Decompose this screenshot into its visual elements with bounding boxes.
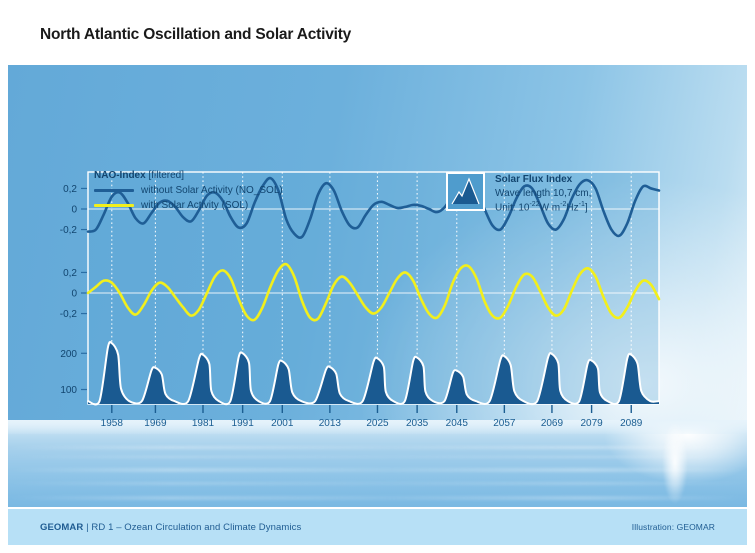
footer-bar: GEOMAR | RD 1 – Ozean Circulation and Cl… xyxy=(8,507,747,545)
svg-text:2035: 2035 xyxy=(406,418,429,429)
footer-credit-left: GEOMAR | RD 1 – Ozean Circulation and Cl… xyxy=(40,522,302,533)
legend-solar-unit: Unit: 10-22W m-2Hz-1] xyxy=(495,201,588,214)
mountain-peak-icon xyxy=(446,172,485,211)
svg-text:2057: 2057 xyxy=(493,418,516,429)
svg-text:0,2: 0,2 xyxy=(63,184,77,195)
legend-solar-wavelength: Wave length 10,7 cm, xyxy=(495,187,592,199)
nao-solar-chart: 0,2 0 -0,2 0,2 0 -0,2 200 100 1958 1969 1981 1991 20… xyxy=(60,171,661,429)
svg-text:2045: 2045 xyxy=(446,418,469,429)
svg-text:1969: 1969 xyxy=(144,418,167,429)
chart-area: 0,2 0 -0,2 0,2 0 -0,2 200 100 1958 1969 1981 1991 20… xyxy=(8,65,747,545)
legend-label-no-sol: without Solar Activity (NO_SOL) xyxy=(141,184,283,196)
svg-text:2013: 2013 xyxy=(319,418,342,429)
svg-text:2069: 2069 xyxy=(541,418,564,429)
legend-nao-title: NAO-Index [filtered] xyxy=(94,169,283,183)
svg-text:-0,2: -0,2 xyxy=(60,309,78,320)
legend-label-sol: with Solar Activity (SOL) xyxy=(141,199,249,211)
svg-text:0: 0 xyxy=(71,205,77,216)
legend-nao-title-suffix: [filtered] xyxy=(148,170,185,181)
svg-text:2079: 2079 xyxy=(580,418,603,429)
svg-text:2001: 2001 xyxy=(271,418,294,429)
svg-text:0,2: 0,2 xyxy=(63,268,77,279)
page-title: North Atlantic Oscillation and Solar Act… xyxy=(40,26,352,43)
svg-text:-0,2: -0,2 xyxy=(60,225,78,236)
legend-solar-title: Solar Flux Index xyxy=(495,174,573,185)
legend-swatch-no-sol xyxy=(94,188,134,193)
svg-text:0: 0 xyxy=(71,289,77,300)
legend-item-no-sol[interactable]: without Solar Activity (NO_SOL) xyxy=(94,184,283,198)
svg-text:1991: 1991 xyxy=(232,418,255,429)
legend-solar-flux: Solar Flux Index Wave length 10,7 cm, Un… xyxy=(446,172,591,215)
legend-item-sol[interactable]: with Solar Activity (SOL) xyxy=(94,199,283,213)
svg-text:1958: 1958 xyxy=(101,418,124,429)
sun-glint xyxy=(658,424,693,520)
svg-text:2025: 2025 xyxy=(366,418,389,429)
legend-solar-text: Solar Flux Index Wave length 10,7 cm, Un… xyxy=(495,172,591,215)
svg-text:200: 200 xyxy=(60,349,77,360)
svg-text:1981: 1981 xyxy=(192,418,215,429)
ocean-photo xyxy=(8,420,747,523)
footer-credit-right: Illustration: GEOMAR xyxy=(631,522,715,532)
legend-nao-title-text: NAO-Index xyxy=(94,170,146,181)
svg-text:2089: 2089 xyxy=(620,418,643,429)
chart-panel: 0,2 0 -0,2 0,2 0 -0,2 200 100 1958 1969 1981 1991 20… xyxy=(8,65,747,545)
legend-swatch-sol xyxy=(94,203,134,208)
legend-nao-index: NAO-Index [filtered] without Solar Activ… xyxy=(94,169,283,212)
svg-text:100: 100 xyxy=(60,385,77,396)
